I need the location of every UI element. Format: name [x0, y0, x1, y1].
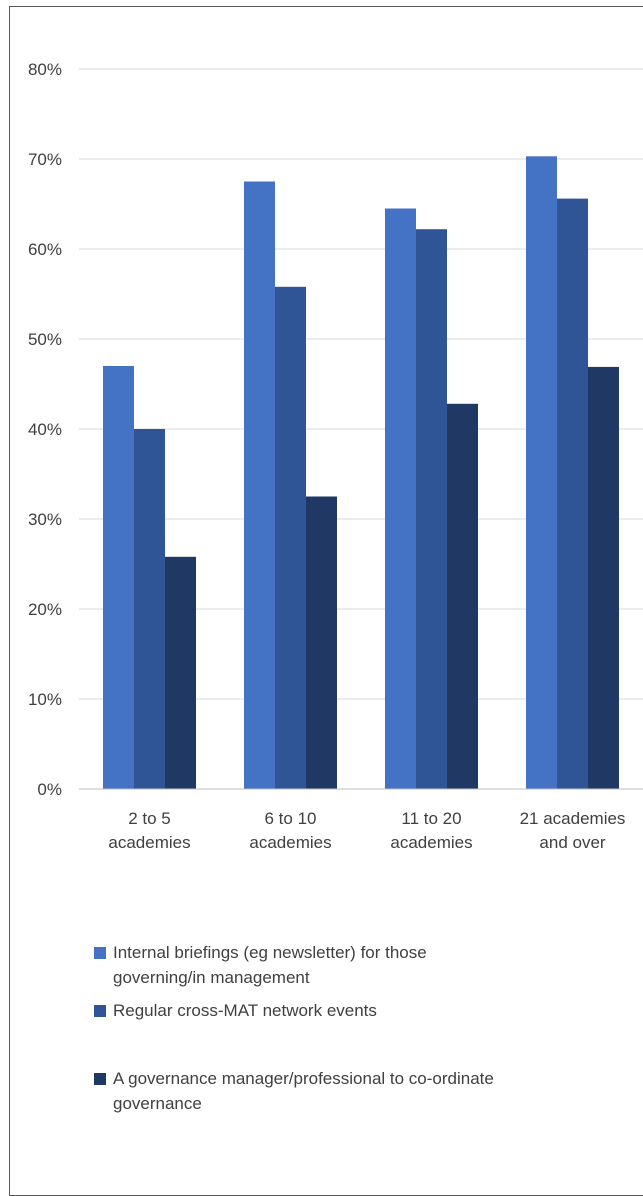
y-tick-label: 20% — [28, 600, 62, 619]
y-tick-label: 50% — [28, 330, 62, 349]
legend-swatch-2 — [94, 1073, 106, 1085]
y-tick-label: 40% — [28, 420, 62, 439]
y-tick-label: 30% — [28, 510, 62, 529]
bar-series-0-cat-0 — [103, 366, 134, 789]
y-tick-label: 0% — [37, 780, 62, 799]
bar-series-2-cat-2 — [447, 403, 478, 789]
bar-series-1-cat-1 — [275, 286, 306, 789]
y-tick-label: 60% — [28, 240, 62, 259]
legend-swatch-0 — [94, 947, 106, 959]
bar-series-0-cat-2 — [385, 208, 416, 789]
legend-item-1: Regular cross-MAT network events — [94, 998, 624, 1023]
x-tick-label: 11 to 20 academies — [390, 809, 472, 852]
legend-label-1: Regular cross-MAT network events — [113, 1001, 377, 1020]
y-tick-label: 80% — [28, 60, 62, 79]
x-tick-label: 21 academies and over — [520, 809, 626, 852]
y-tick-label: 70% — [28, 150, 62, 169]
x-axis: 2 to 5 academies 6 to 10 academies 11 to 20 a… — [108, 809, 625, 852]
bar-series-0-cat-1 — [244, 181, 275, 789]
bar-series-1-cat-2 — [416, 229, 447, 789]
bar-series-2-cat-1 — [306, 496, 337, 789]
bar-series-2-cat-0 — [165, 556, 196, 789]
legend-label-2: A governance manager/professional to co-… — [113, 1069, 494, 1113]
legend-swatch-1 — [94, 1005, 106, 1017]
x-tick-label: 6 to 10 academies — [249, 809, 331, 852]
legend-label-0: Internal briefings (eg newsletter) for t… — [113, 943, 427, 987]
bar-series-1-cat-3 — [557, 198, 588, 790]
y-tick-label: 10% — [28, 690, 62, 709]
bar-series-1-cat-0 — [134, 429, 165, 789]
legend-item-0: Internal briefings (eg newsletter) for t… — [94, 940, 624, 990]
bar-series-2-cat-3 — [588, 366, 619, 789]
legend-item-2: A governance manager/professional to co-… — [94, 1066, 624, 1116]
bar-series-0-cat-3 — [526, 156, 557, 790]
bars — [103, 156, 619, 790]
x-tick-label: 2 to 5 academies — [108, 809, 190, 852]
y-axis: 0% 10% 20% 30% 40% 50% 60% 70% 80% — [28, 60, 62, 799]
